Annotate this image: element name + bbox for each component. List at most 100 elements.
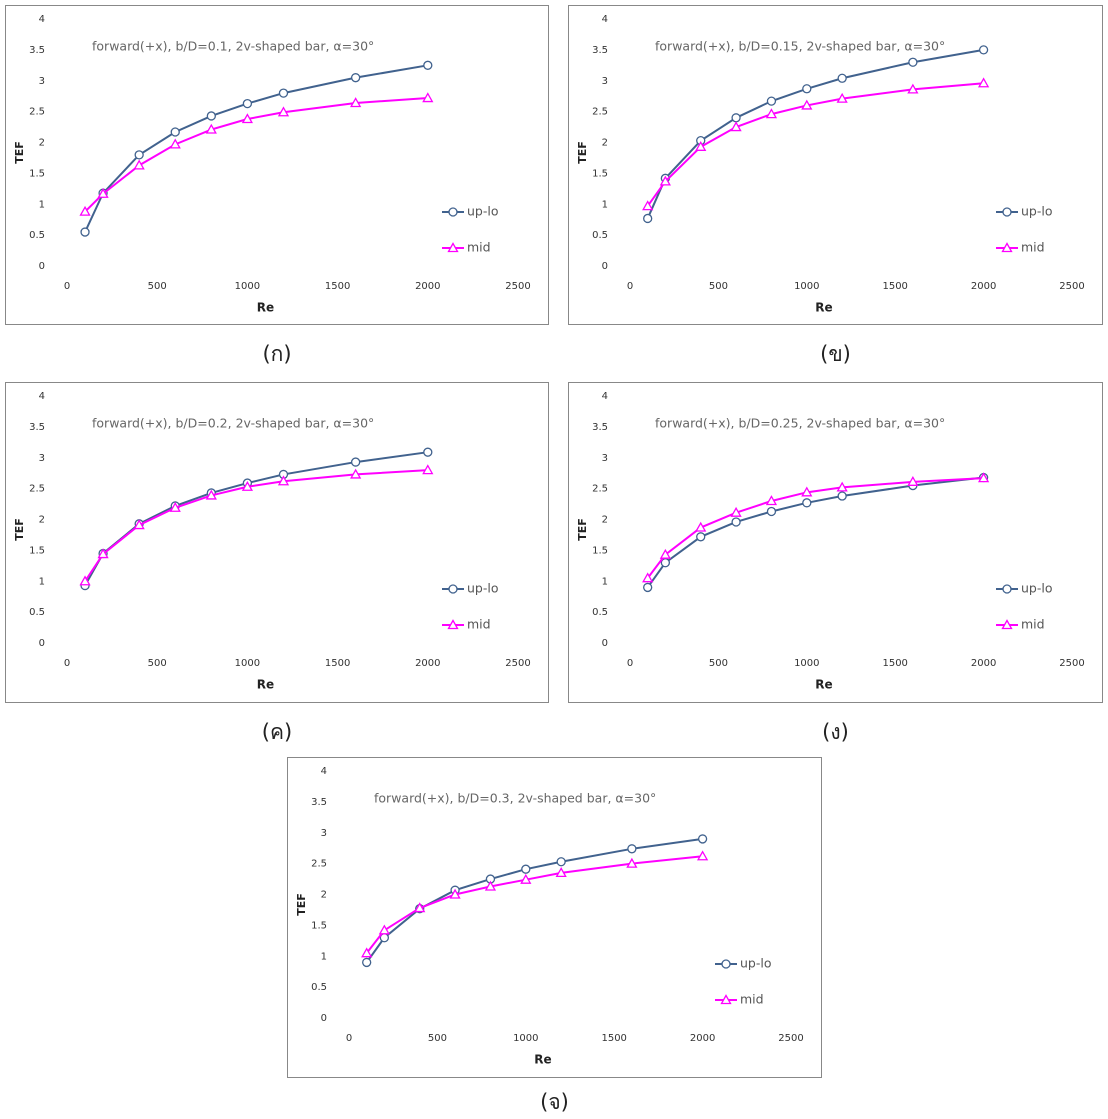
y-tick-label: 1 bbox=[602, 199, 608, 210]
marker bbox=[642, 200, 654, 211]
y-tick-label: 2 bbox=[39, 138, 45, 149]
marker bbox=[977, 77, 990, 88]
y-tick-label: 3.5 bbox=[592, 422, 608, 433]
marker bbox=[908, 57, 918, 67]
chart-title: forward(+x), b/D=0.25, 2v-shaped bar, α=… bbox=[655, 416, 945, 431]
marker bbox=[378, 924, 390, 935]
legend-label: up-lo bbox=[1021, 204, 1053, 219]
legend-label: up-lo bbox=[740, 956, 772, 971]
y-axis-label: TEF bbox=[576, 141, 589, 164]
y-tick-label: 1.5 bbox=[592, 545, 608, 556]
y-tick-label: 0 bbox=[39, 261, 45, 272]
marker bbox=[520, 873, 532, 884]
marker bbox=[414, 902, 426, 913]
y-tick-label: 4 bbox=[602, 391, 608, 402]
legend-label: mid bbox=[467, 240, 491, 255]
y-tick-label: 0 bbox=[602, 261, 608, 272]
legend-label: up-lo bbox=[467, 204, 499, 219]
x-tick-label: 2000 bbox=[690, 1033, 715, 1044]
caption: (ข) bbox=[820, 342, 851, 366]
marker bbox=[837, 73, 847, 83]
marker bbox=[978, 45, 989, 55]
marker bbox=[422, 464, 434, 475]
marker bbox=[447, 242, 459, 253]
marker bbox=[521, 864, 531, 874]
y-tick-label: 1.5 bbox=[311, 920, 327, 931]
marker bbox=[556, 857, 566, 867]
chart: 0 0.5 1 1.5 2 2.5 3 3.5 4 0 500 1000 1500 2000 2500 Re T… bbox=[568, 382, 1103, 703]
y-tick-label: 1.5 bbox=[592, 168, 608, 179]
y-tick-label: 0.5 bbox=[592, 230, 608, 241]
marker bbox=[350, 468, 362, 479]
x-tick-label: 0 bbox=[627, 281, 633, 292]
marker bbox=[350, 73, 361, 83]
chart-frame bbox=[5, 5, 549, 325]
marker bbox=[659, 548, 671, 559]
y-tick-label: 3.5 bbox=[29, 45, 45, 56]
marker bbox=[350, 97, 362, 108]
y-tick-label: 2 bbox=[602, 138, 608, 149]
y-tick-label: 2 bbox=[321, 890, 327, 901]
x-tick-label: 2500 bbox=[505, 658, 530, 669]
marker bbox=[731, 517, 741, 527]
marker bbox=[79, 205, 91, 216]
x-tick-label: 1500 bbox=[325, 281, 350, 292]
series-line bbox=[365, 855, 703, 954]
marker bbox=[659, 175, 671, 186]
marker bbox=[802, 498, 812, 508]
x-tick-label: 500 bbox=[148, 658, 167, 669]
marker bbox=[907, 83, 919, 94]
marker bbox=[730, 121, 742, 132]
marker bbox=[801, 486, 813, 497]
marker bbox=[170, 127, 180, 137]
caption: (ง) bbox=[822, 720, 849, 744]
y-tick-label: 0.5 bbox=[29, 607, 45, 618]
marker bbox=[765, 108, 778, 119]
marker bbox=[627, 844, 637, 854]
x-tick-label: 1500 bbox=[601, 1033, 626, 1044]
marker bbox=[696, 850, 709, 861]
marker bbox=[720, 994, 732, 1005]
marker bbox=[643, 582, 653, 593]
y-tick-label: 1 bbox=[321, 951, 327, 962]
y-tick-label: 3 bbox=[602, 453, 608, 464]
y-tick-label: 2.5 bbox=[29, 107, 45, 118]
marker bbox=[1001, 242, 1013, 253]
x-tick-label: 500 bbox=[709, 281, 728, 292]
marker bbox=[836, 92, 848, 103]
marker bbox=[278, 88, 289, 98]
marker bbox=[642, 572, 654, 583]
x-tick-label: 2000 bbox=[971, 658, 996, 669]
marker bbox=[907, 476, 919, 486]
y-tick-label: 0.5 bbox=[29, 230, 45, 241]
y-tick-label: 0 bbox=[39, 638, 45, 649]
marker bbox=[697, 834, 708, 844]
marker bbox=[555, 867, 567, 878]
x-tick-label: 1000 bbox=[794, 281, 819, 292]
x-tick-label: 1000 bbox=[513, 1033, 538, 1044]
marker bbox=[205, 489, 217, 500]
marker bbox=[447, 619, 459, 630]
y-tick-label: 2 bbox=[39, 515, 45, 526]
marker bbox=[423, 447, 433, 457]
caption: (ก) bbox=[262, 342, 292, 366]
marker bbox=[836, 481, 848, 492]
marker bbox=[206, 111, 216, 121]
y-tick-label: 0.5 bbox=[311, 982, 327, 993]
y-tick-label: 1 bbox=[39, 199, 45, 210]
x-tick-label: 500 bbox=[709, 658, 728, 669]
x-axis-label: Re bbox=[257, 301, 274, 315]
x-tick-label: 1000 bbox=[235, 658, 260, 669]
y-axis-label: TEF bbox=[13, 518, 26, 541]
x-tick-label: 2500 bbox=[778, 1033, 803, 1044]
legend-label: up-lo bbox=[1021, 581, 1053, 596]
marker bbox=[801, 99, 813, 110]
x-axis-label: Re bbox=[257, 678, 274, 692]
chart-title: forward(+x), b/D=0.1, 2v-shaped bar, α=3… bbox=[92, 39, 374, 54]
y-tick-label: 1.5 bbox=[29, 545, 45, 556]
marker bbox=[133, 159, 145, 170]
x-tick-label: 0 bbox=[627, 658, 633, 669]
y-tick-label: 3.5 bbox=[592, 45, 608, 56]
y-axis-label: TEF bbox=[295, 893, 308, 916]
